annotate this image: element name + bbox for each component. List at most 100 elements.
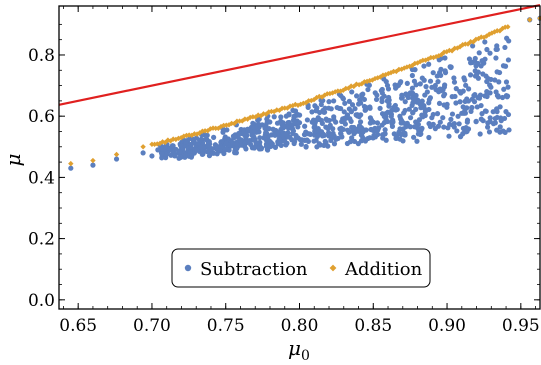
subtraction-point-758 [493, 89, 499, 95]
subtraction-point-872 [234, 141, 240, 147]
subtraction-point-677 [433, 87, 439, 93]
subtraction-point-841 [276, 136, 282, 142]
subtraction-point-730 [158, 145, 164, 151]
subtraction-point-737 [413, 106, 419, 113]
addition-point-139 [526, 17, 533, 23]
reference-line-segment [58, 4, 541, 106]
y-tick-label-2: 0.4 [28, 168, 55, 188]
subtraction-point-900 [327, 122, 333, 128]
subtraction-point-735 [190, 138, 196, 144]
subtraction-point-458 [266, 126, 272, 132]
subtraction-point-581 [241, 130, 247, 136]
addition-point-100 [404, 64, 410, 70]
subtraction-point-767 [381, 76, 387, 82]
subtraction-point-201 [357, 97, 363, 103]
addition-point-59 [295, 102, 301, 108]
subtraction-point-621 [342, 100, 348, 106]
subtraction-point-773 [461, 110, 467, 116]
subtraction-point-335 [361, 96, 367, 103]
subtraction-point-877 [223, 140, 229, 146]
subtraction-point-759 [379, 86, 385, 93]
addition-point-75 [337, 88, 344, 94]
subtraction-point-763 [463, 124, 469, 131]
subtraction-point-736 [379, 98, 385, 105]
subtraction-point-761 [317, 128, 323, 135]
subtraction-point-710 [469, 59, 476, 65]
subtraction-point-702 [409, 102, 415, 109]
addition-point-125 [470, 39, 477, 45]
x-tick-label-2: 0.75 [207, 316, 245, 336]
addition-point-131 [486, 31, 492, 37]
subtraction-point-289 [419, 75, 425, 81]
subtraction-point-704 [223, 146, 229, 152]
subtraction-point-906 [506, 127, 512, 133]
subtraction-point-893 [483, 108, 489, 114]
subtraction-point-868 [255, 121, 262, 127]
subtraction-point-560 [333, 136, 339, 142]
subtraction-point-809 [386, 103, 392, 109]
subtraction-point-843 [341, 118, 347, 124]
subtraction-point-845 [265, 147, 271, 153]
subtraction-point-790 [320, 107, 326, 114]
subtraction-point-186 [456, 121, 462, 127]
subtraction-point-899 [169, 143, 176, 149]
subtraction-point-696 [400, 138, 406, 144]
subtraction-point-895 [176, 155, 182, 161]
subtraction-point-871 [500, 63, 507, 69]
subtraction-point-776 [405, 92, 411, 98]
subtraction-point-139 [409, 85, 416, 91]
subtraction-point-654 [309, 109, 315, 115]
subtraction-point-572 [418, 105, 424, 111]
subtraction-point-798 [426, 134, 432, 141]
subtraction-point-583 [473, 63, 479, 69]
subtraction-point-35 [430, 70, 436, 76]
subtraction-point-234 [410, 110, 416, 116]
subtraction-point-771 [415, 131, 421, 137]
subtraction-point-852 [348, 109, 355, 115]
subtraction-point-360 [437, 119, 443, 125]
subtraction-point-833 [292, 120, 298, 126]
subtraction-point-837 [436, 57, 442, 63]
subtraction-point-765 [295, 111, 301, 118]
subtraction-point-32 [441, 124, 447, 130]
subtraction-point-779 [467, 72, 474, 78]
subtraction-point-483 [466, 56, 473, 62]
legend-subtraction-label: Subtraction [200, 259, 308, 280]
subtraction-point-471 [346, 98, 352, 104]
subtraction-point-880 [263, 130, 269, 136]
subtraction-point-3 [140, 150, 146, 156]
x-tick-label-4: 0.85 [354, 316, 392, 336]
subtraction-point-676 [504, 94, 510, 100]
addition-point-128 [478, 34, 484, 40]
x-axis-label: μ0 [288, 336, 310, 364]
subtraction-point-276 [499, 94, 506, 101]
subtraction-point-716 [236, 130, 242, 137]
addition-point-121 [459, 42, 466, 48]
subtraction-point-542 [501, 86, 507, 92]
subtraction-point-157 [374, 120, 381, 126]
subtraction-point-577 [304, 137, 310, 143]
subtraction-point-544 [457, 88, 463, 95]
subtraction-point-598 [473, 118, 479, 124]
subtraction-point-897 [199, 151, 205, 157]
subtraction-point-1 [90, 162, 96, 168]
subtraction-point-666 [349, 102, 356, 108]
addition-point-72 [329, 90, 336, 96]
legend-subtraction-marker [184, 264, 192, 272]
subtraction-point-726 [246, 137, 253, 144]
subtraction-point-175 [411, 134, 417, 140]
subtraction-point-452 [230, 133, 237, 139]
addition-point-14 [175, 135, 182, 142]
subtraction-point-520 [453, 86, 459, 92]
subtraction-point-853 [442, 68, 448, 74]
subtraction-point-748 [329, 132, 335, 138]
subtraction-point-245 [388, 113, 394, 119]
addition-point-30 [218, 123, 224, 130]
subtraction-point-824 [258, 145, 265, 151]
subtraction-point-634 [397, 80, 403, 86]
subtraction-point-885 [257, 135, 263, 141]
subtraction-point-878 [172, 153, 178, 159]
subtraction-point-861 [445, 125, 451, 131]
subtraction-point-887 [419, 125, 425, 131]
